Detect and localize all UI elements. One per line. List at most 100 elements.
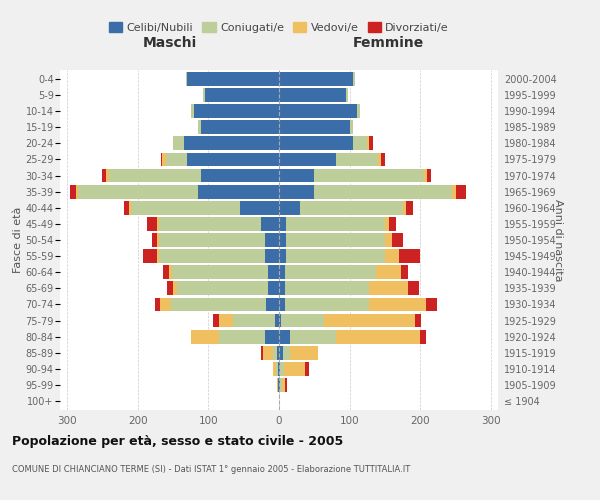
Bar: [323, 314, 415, 328]
Bar: [279, 298, 284, 312]
Bar: [279, 362, 280, 376]
Bar: [353, 72, 355, 86]
Bar: [277, 346, 279, 360]
Bar: [155, 298, 160, 312]
Bar: [385, 217, 389, 230]
Bar: [76, 185, 77, 198]
Bar: [290, 330, 335, 344]
Bar: [378, 152, 382, 166]
Bar: [455, 185, 466, 198]
Bar: [265, 250, 279, 263]
Bar: [281, 314, 323, 328]
Bar: [279, 266, 284, 279]
Bar: [279, 233, 286, 247]
Bar: [284, 362, 305, 376]
Bar: [161, 152, 163, 166]
Bar: [262, 217, 279, 230]
Bar: [282, 378, 286, 392]
Bar: [160, 298, 171, 312]
Bar: [157, 250, 159, 263]
Bar: [426, 298, 437, 312]
Bar: [382, 152, 385, 166]
Bar: [305, 362, 308, 376]
Bar: [283, 346, 290, 360]
Bar: [173, 136, 184, 150]
Bar: [280, 378, 282, 392]
Bar: [286, 250, 385, 263]
Bar: [147, 217, 157, 230]
Bar: [420, 330, 426, 344]
Bar: [152, 233, 157, 247]
Bar: [279, 120, 350, 134]
Bar: [279, 217, 286, 230]
Bar: [198, 185, 279, 198]
Bar: [286, 378, 287, 392]
Bar: [279, 201, 300, 214]
Bar: [408, 282, 419, 295]
Bar: [124, 201, 129, 214]
Bar: [171, 298, 266, 312]
Bar: [214, 314, 219, 328]
Text: Maschi: Maschi: [142, 36, 197, 50]
Bar: [279, 314, 281, 328]
Bar: [314, 168, 424, 182]
Bar: [191, 330, 219, 344]
Bar: [176, 282, 268, 295]
Bar: [353, 136, 367, 150]
Bar: [265, 330, 279, 344]
Bar: [399, 250, 420, 263]
Text: Anni di nascita: Anni di nascita: [553, 198, 563, 281]
Bar: [129, 201, 131, 214]
Legend: Celibi/Nubili, Coniugati/e, Vedovi/e, Divorziati/e: Celibi/Nubili, Coniugati/e, Vedovi/e, Di…: [104, 18, 454, 38]
Bar: [385, 233, 392, 247]
Bar: [203, 88, 205, 102]
Bar: [389, 217, 395, 230]
Bar: [187, 72, 279, 86]
Bar: [279, 378, 280, 392]
Bar: [274, 346, 277, 360]
Bar: [314, 185, 452, 198]
Bar: [159, 250, 265, 263]
Bar: [276, 362, 278, 376]
Bar: [279, 136, 353, 150]
Bar: [406, 201, 413, 214]
Bar: [70, 185, 76, 198]
Bar: [268, 266, 279, 279]
Bar: [103, 168, 106, 182]
Bar: [278, 362, 279, 376]
Bar: [157, 233, 159, 247]
Bar: [167, 282, 173, 295]
Text: Popolazione per età, sesso e stato civile - 2005: Popolazione per età, sesso e stato civil…: [12, 435, 343, 448]
Bar: [335, 152, 378, 166]
Bar: [233, 314, 275, 328]
Bar: [265, 233, 279, 247]
Bar: [403, 201, 406, 214]
Bar: [173, 282, 176, 295]
Bar: [272, 362, 276, 376]
Bar: [186, 72, 187, 86]
Bar: [106, 168, 109, 182]
Bar: [266, 298, 279, 312]
Bar: [191, 104, 194, 118]
Bar: [240, 201, 279, 214]
Bar: [198, 120, 201, 134]
Bar: [367, 136, 370, 150]
Bar: [268, 282, 279, 295]
Bar: [427, 168, 431, 182]
Bar: [279, 330, 290, 344]
Bar: [452, 185, 455, 198]
Bar: [219, 330, 265, 344]
Bar: [163, 152, 166, 166]
Bar: [376, 266, 401, 279]
Bar: [279, 282, 284, 295]
Bar: [194, 104, 279, 118]
Bar: [277, 378, 278, 392]
Bar: [401, 266, 408, 279]
Bar: [219, 314, 233, 328]
Bar: [166, 152, 187, 166]
Bar: [392, 233, 403, 247]
Bar: [278, 378, 279, 392]
Bar: [201, 168, 279, 182]
Bar: [184, 136, 279, 150]
Bar: [370, 298, 426, 312]
